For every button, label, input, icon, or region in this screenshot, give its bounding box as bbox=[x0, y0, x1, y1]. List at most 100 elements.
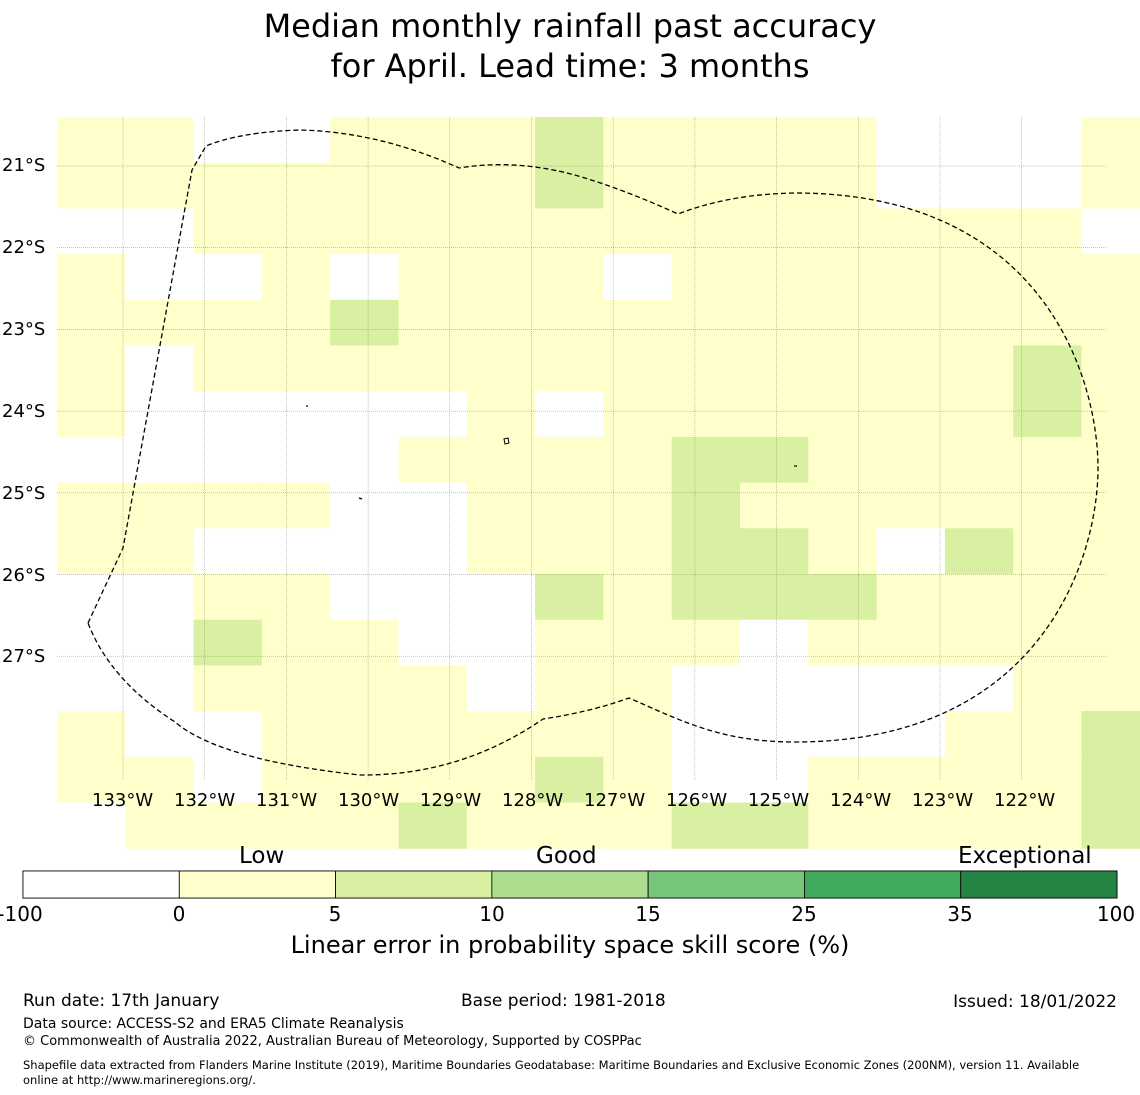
grid-cell bbox=[1013, 345, 1083, 392]
grid-cell bbox=[398, 162, 468, 209]
lon-label: 127°W bbox=[584, 790, 646, 811]
grid-cell bbox=[876, 117, 946, 164]
lat-label: 25°S bbox=[2, 483, 46, 504]
grid-cell bbox=[466, 619, 536, 666]
grid-cell bbox=[466, 665, 536, 712]
grid-cell bbox=[603, 711, 673, 758]
run-date: Run date: 17th January bbox=[23, 991, 220, 1011]
grid-cell bbox=[876, 665, 946, 712]
grid-cell bbox=[671, 117, 741, 164]
colorbar-tick: 15 bbox=[635, 902, 661, 926]
grid-cell bbox=[1013, 756, 1083, 804]
grid-cell bbox=[876, 436, 946, 484]
lat-label: 21°S bbox=[2, 155, 46, 176]
grid-cell bbox=[535, 711, 604, 758]
colorbar-tick: 35 bbox=[947, 902, 973, 926]
grid-cell bbox=[603, 482, 673, 529]
grid-cell bbox=[57, 802, 126, 849]
grid-cell bbox=[535, 574, 604, 621]
grid-cell bbox=[808, 802, 878, 849]
grid-cell bbox=[671, 208, 741, 255]
grid-cell bbox=[944, 436, 1014, 484]
legend-category-low: Low bbox=[239, 843, 285, 869]
grid-cell bbox=[330, 345, 400, 392]
grid-cell bbox=[671, 665, 741, 712]
lon-label: 129°W bbox=[420, 790, 482, 811]
lon-label: 132°W bbox=[174, 790, 236, 811]
colorbar-tick: 25 bbox=[791, 902, 817, 926]
grid-cell bbox=[740, 117, 809, 164]
grid-cell bbox=[193, 208, 263, 255]
grid-cell bbox=[1013, 117, 1083, 164]
colorbar bbox=[22, 870, 1118, 899]
lon-label: 131°W bbox=[256, 790, 318, 811]
grid-cell bbox=[1013, 528, 1083, 575]
lat-label: 22°S bbox=[2, 237, 46, 258]
lat-label: 26°S bbox=[2, 565, 46, 586]
grid-cell bbox=[1081, 254, 1140, 301]
grid-cell bbox=[876, 482, 946, 529]
grid-cell bbox=[193, 162, 263, 209]
grid-cell bbox=[57, 208, 126, 255]
grid-cell bbox=[261, 756, 331, 804]
grid-cell bbox=[808, 162, 878, 209]
grid-cell bbox=[535, 665, 604, 712]
grid-cell bbox=[57, 391, 126, 438]
grid-cell bbox=[466, 208, 536, 255]
lon-label: 123°W bbox=[912, 790, 974, 811]
grid-cell bbox=[808, 482, 878, 529]
grid-cell bbox=[671, 802, 741, 849]
grid-cell bbox=[944, 802, 1014, 849]
grid-cell bbox=[876, 299, 946, 347]
grid-cell bbox=[330, 117, 400, 164]
grid-cell bbox=[125, 208, 195, 255]
grid-cell bbox=[330, 208, 400, 255]
grid-cell bbox=[603, 117, 673, 164]
lon-label: 125°W bbox=[748, 790, 810, 811]
grid-cell bbox=[193, 802, 263, 849]
grid-cell bbox=[740, 802, 809, 849]
grid-cell bbox=[808, 436, 878, 484]
grid-cell bbox=[944, 299, 1014, 347]
grid-cell bbox=[535, 299, 604, 347]
grid-cell bbox=[261, 299, 331, 347]
grid-cell bbox=[330, 528, 400, 575]
grid-cell bbox=[261, 619, 331, 666]
grid-cell bbox=[740, 208, 809, 255]
grid-cell bbox=[125, 528, 195, 575]
grid-cell bbox=[1081, 391, 1140, 438]
lon-label: 126°W bbox=[666, 790, 728, 811]
lat-label: 27°S bbox=[2, 646, 46, 667]
grid-cell bbox=[398, 391, 468, 438]
grid-cell bbox=[193, 711, 263, 758]
grid-cell bbox=[1013, 299, 1083, 347]
grid-cell bbox=[808, 619, 878, 666]
grid-cell bbox=[466, 117, 536, 164]
grid-cell bbox=[1013, 665, 1083, 712]
grid-cell bbox=[398, 254, 468, 301]
grid-cell bbox=[57, 711, 126, 758]
grid-cell bbox=[57, 254, 126, 301]
grid-cell bbox=[535, 254, 604, 301]
grid-cell bbox=[193, 117, 263, 164]
grid-cell bbox=[671, 574, 741, 621]
colorbar-axis-label: Linear error in probability space skill … bbox=[290, 931, 850, 959]
grid-cell bbox=[193, 345, 263, 392]
grid-cell bbox=[603, 391, 673, 438]
grid-cell bbox=[944, 482, 1014, 529]
grid-cell bbox=[125, 482, 195, 529]
grid-cell bbox=[57, 665, 126, 712]
grid-cell bbox=[740, 299, 809, 347]
grid-cell bbox=[330, 665, 400, 712]
grid-cell bbox=[671, 711, 741, 758]
grid-cell bbox=[398, 208, 468, 255]
grid-cell bbox=[944, 117, 1014, 164]
grid-cell bbox=[535, 162, 604, 209]
grid-cell bbox=[808, 117, 878, 164]
grid-cell bbox=[193, 665, 263, 712]
islet-marker bbox=[358, 497, 363, 500]
grid-cell bbox=[261, 117, 331, 164]
grid-cell bbox=[1081, 482, 1140, 529]
grid-cell bbox=[330, 299, 400, 347]
grid-cell bbox=[876, 162, 946, 209]
